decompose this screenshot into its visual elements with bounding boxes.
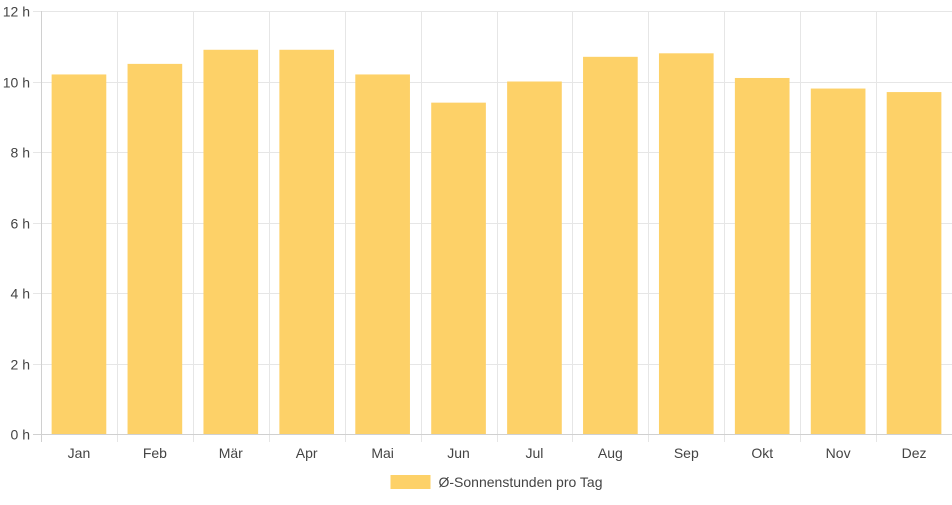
x-tick-label: Jan <box>68 445 91 461</box>
x-tick-label: Feb <box>143 445 167 461</box>
x-tick-label: Mai <box>371 445 394 461</box>
y-tick-label: 8 h <box>11 145 30 161</box>
bar-6[interactable] <box>507 81 562 435</box>
y-tick-label: 2 h <box>11 357 30 373</box>
bar-11[interactable] <box>886 92 942 434</box>
bar-2[interactable] <box>203 49 259 435</box>
bar-5[interactable] <box>431 102 486 435</box>
legend[interactable]: Ø-Sonnenstunden pro Tag <box>390 474 603 490</box>
bar-8[interactable] <box>658 53 714 435</box>
bar-10[interactable] <box>810 88 866 435</box>
grid <box>33 11 952 442</box>
x-tick-label: Jun <box>447 445 470 461</box>
axes: 0 h 2 h 4 h 6 h 8 h 10 h 12 h Jan Feb Mär Apr Mai Ju… <box>3 4 952 461</box>
x-tick-label: Dez <box>902 445 927 461</box>
x-tick-label: Aug <box>598 445 623 461</box>
x-tick-label: Jul <box>526 445 544 461</box>
bars <box>51 49 942 435</box>
x-tick-label: Sep <box>674 445 699 461</box>
bar-1[interactable] <box>127 63 183 434</box>
x-tick-label: Mär <box>219 445 243 461</box>
y-tick-label: 4 h <box>11 286 30 302</box>
x-tick-label: Apr <box>296 445 318 461</box>
bar-4[interactable] <box>355 74 410 434</box>
bar-7[interactable] <box>583 56 638 434</box>
legend-label: Ø-Sonnenstunden pro Tag <box>439 474 603 490</box>
bar-0[interactable] <box>51 74 107 434</box>
y-tick-label: 10 h <box>3 75 30 91</box>
legend-swatch[interactable] <box>390 475 431 489</box>
y-tick-label: 12 h <box>3 4 30 20</box>
bar-9[interactable] <box>734 77 790 434</box>
y-tick-label: 0 h <box>11 427 30 443</box>
x-tick-label: Nov <box>826 445 851 461</box>
bar-3[interactable] <box>279 49 335 435</box>
x-tick-label: Okt <box>751 445 773 461</box>
y-tick-label: 6 h <box>11 216 30 232</box>
